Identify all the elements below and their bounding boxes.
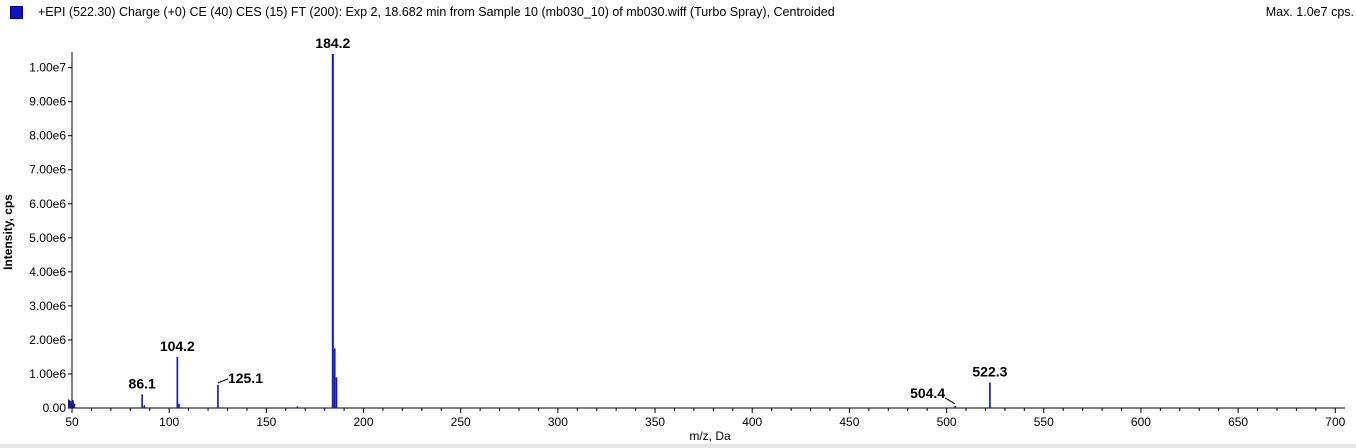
y-tick-label: 5.00e6 <box>29 231 66 245</box>
spectrum-title: +EPI (522.30) Charge (+0) CE (40) CES (1… <box>38 5 835 19</box>
peak-label: 504.4 <box>910 385 945 401</box>
x-tick-label: 550 <box>1034 415 1054 429</box>
peak-label: 86.1 <box>129 375 156 391</box>
x-tick-label: 600 <box>1131 415 1151 429</box>
peak-label: 125.1 <box>228 370 263 386</box>
x-tick-label: 400 <box>742 415 762 429</box>
x-tick-label: 700 <box>1325 415 1345 429</box>
x-tick-label: 100 <box>159 415 179 429</box>
x-tick-label: 650 <box>1228 415 1248 429</box>
y-tick-label: 6.00e6 <box>29 197 66 211</box>
x-axis-label: m/z, Da <box>689 429 731 443</box>
window-bottom-edge <box>0 444 1356 448</box>
peak-label: 184.2 <box>315 35 350 51</box>
y-tick-label: 8.00e6 <box>29 129 66 143</box>
y-tick-label: 1.00e7 <box>29 61 66 75</box>
max-intensity-label: Max. 1.0e7 cps. <box>1265 5 1354 19</box>
y-tick-label: 2.00e6 <box>29 333 66 347</box>
x-tick-label: 250 <box>451 415 471 429</box>
x-tick-label: 150 <box>256 415 276 429</box>
peak-label-leader <box>217 378 229 384</box>
x-tick-label: 450 <box>839 415 859 429</box>
y-tick-label: 3.00e6 <box>29 299 66 313</box>
x-tick-label: 500 <box>937 415 957 429</box>
y-tick-label: 1.00e6 <box>29 367 66 381</box>
peak-label-leader <box>944 397 956 405</box>
peak-label: 522.3 <box>972 363 1007 379</box>
y-tick-label: 4.00e6 <box>29 265 66 279</box>
y-tick-label: 0.00 <box>43 401 67 415</box>
series-legend-swatch <box>10 6 23 19</box>
peak-label: 104.2 <box>160 338 195 354</box>
y-tick-label: 9.00e6 <box>29 95 66 109</box>
x-tick-label: 50 <box>65 415 79 429</box>
axis-origin-marker <box>68 399 76 409</box>
y-tick-label: 7.00e6 <box>29 163 66 177</box>
x-tick-label: 300 <box>548 415 568 429</box>
x-tick-label: 200 <box>354 415 374 429</box>
x-tick-label: 350 <box>645 415 665 429</box>
spectrum-header: +EPI (522.30) Charge (+0) CE (40) CES (1… <box>0 0 1356 24</box>
